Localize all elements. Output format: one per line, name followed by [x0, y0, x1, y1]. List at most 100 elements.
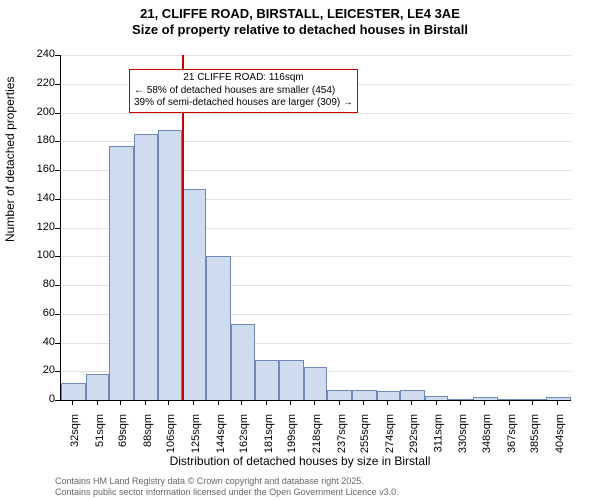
histogram-bar	[109, 146, 134, 400]
x-tick-mark	[557, 400, 558, 405]
histogram-bar	[61, 383, 86, 400]
annotation-line-1: 21 CLIFFE ROAD: 116sqm	[134, 72, 353, 85]
histogram-bar	[498, 399, 521, 400]
x-tick-label: 199sqm	[287, 414, 299, 453]
grid-line	[61, 113, 571, 114]
y-tick-label: 80	[25, 278, 55, 290]
y-tick-label: 40	[25, 336, 55, 348]
histogram-bar	[400, 390, 425, 400]
x-tick-mark	[436, 400, 437, 405]
y-tick-label: 120	[25, 221, 55, 233]
x-tick-mark	[241, 400, 242, 405]
x-tick-label: 144sqm	[215, 414, 227, 453]
x-tick-mark	[290, 400, 291, 405]
x-tick-label: 404sqm	[554, 414, 566, 453]
y-tick-label: 100	[25, 249, 55, 261]
y-tick-label: 200	[25, 106, 55, 118]
x-tick-label: 218sqm	[311, 414, 323, 453]
y-tick-mark	[55, 228, 60, 229]
x-tick-mark	[168, 400, 169, 405]
footer-text: Contains HM Land Registry data © Crown c…	[55, 476, 399, 498]
y-tick-mark	[55, 84, 60, 85]
x-tick-label: 330sqm	[457, 414, 469, 453]
y-tick-label: 180	[25, 134, 55, 146]
x-tick-mark	[72, 400, 73, 405]
x-tick-mark	[145, 400, 146, 405]
histogram-bar	[255, 360, 278, 400]
x-tick-mark	[460, 400, 461, 405]
x-axis-label: Distribution of detached houses by size …	[0, 454, 600, 468]
histogram-bar	[352, 390, 377, 400]
x-tick-label: 32sqm	[69, 414, 81, 447]
y-tick-mark	[55, 55, 60, 56]
y-tick-mark	[55, 113, 60, 114]
x-tick-mark	[266, 400, 267, 405]
histogram-bar	[206, 256, 231, 400]
x-tick-mark	[411, 400, 412, 405]
histogram-bar	[377, 391, 400, 400]
x-tick-label: 385sqm	[529, 414, 541, 453]
annotation-line-2: ← 58% of detached houses are smaller (45…	[134, 85, 353, 98]
x-tick-label: 348sqm	[481, 414, 493, 453]
footer-line-2: Contains public sector information licen…	[55, 487, 399, 498]
y-tick-label: 20	[25, 364, 55, 376]
histogram-bar	[327, 390, 352, 400]
x-tick-label: 88sqm	[142, 414, 154, 447]
histogram-bar	[425, 396, 448, 400]
x-tick-label: 106sqm	[165, 414, 177, 453]
y-tick-label: 160	[25, 163, 55, 175]
x-tick-label: 125sqm	[190, 414, 202, 453]
y-tick-mark	[55, 371, 60, 372]
x-tick-mark	[339, 400, 340, 405]
histogram-bar	[231, 324, 256, 400]
title-line-2: Size of property relative to detached ho…	[0, 22, 600, 38]
x-tick-label: 181sqm	[263, 414, 275, 453]
x-tick-label: 255sqm	[360, 414, 372, 453]
x-tick-label: 69sqm	[117, 414, 129, 447]
x-tick-mark	[363, 400, 364, 405]
y-axis-label: Number of detached properties	[3, 202, 17, 242]
x-tick-mark	[97, 400, 98, 405]
histogram-bar	[546, 397, 571, 400]
y-tick-mark	[55, 199, 60, 200]
x-tick-mark	[532, 400, 533, 405]
x-tick-label: 237sqm	[336, 414, 348, 453]
histogram-bar	[158, 130, 183, 400]
y-tick-mark	[55, 400, 60, 401]
x-tick-mark	[484, 400, 485, 405]
histogram-bar	[134, 134, 157, 400]
annotation-line-3: 39% of semi-detached houses are larger (…	[134, 97, 353, 110]
y-tick-mark	[55, 343, 60, 344]
y-tick-label: 60	[25, 307, 55, 319]
x-tick-mark	[314, 400, 315, 405]
x-tick-label: 292sqm	[408, 414, 420, 453]
x-tick-label: 311sqm	[433, 414, 445, 452]
x-tick-label: 367sqm	[506, 414, 518, 453]
footer-line-1: Contains HM Land Registry data © Crown c…	[55, 476, 399, 487]
y-tick-mark	[55, 256, 60, 257]
chart-title: 21, CLIFFE ROAD, BIRSTALL, LEICESTER, LE…	[0, 0, 600, 37]
histogram-bar	[86, 374, 109, 400]
x-tick-mark	[193, 400, 194, 405]
histogram-bar	[279, 360, 304, 400]
y-tick-mark	[55, 285, 60, 286]
histogram-bar	[182, 189, 205, 400]
x-tick-label: 51sqm	[94, 414, 106, 447]
plot-area: 21 CLIFFE ROAD: 116sqm ← 58% of detached…	[60, 55, 571, 401]
annotation-box: 21 CLIFFE ROAD: 116sqm ← 58% of detached…	[129, 69, 358, 113]
y-tick-mark	[55, 141, 60, 142]
y-tick-label: 0	[25, 393, 55, 405]
x-tick-label: 274sqm	[384, 414, 396, 453]
x-tick-mark	[387, 400, 388, 405]
x-tick-label: 162sqm	[238, 414, 250, 453]
y-tick-label: 220	[25, 77, 55, 89]
histogram-bar	[473, 397, 498, 400]
grid-line	[61, 55, 571, 56]
x-tick-mark	[218, 400, 219, 405]
y-tick-label: 240	[25, 48, 55, 60]
histogram-bar	[304, 367, 327, 400]
histogram-bar	[521, 399, 546, 400]
y-tick-label: 140	[25, 192, 55, 204]
y-tick-mark	[55, 170, 60, 171]
title-line-1: 21, CLIFFE ROAD, BIRSTALL, LEICESTER, LE…	[0, 6, 600, 22]
